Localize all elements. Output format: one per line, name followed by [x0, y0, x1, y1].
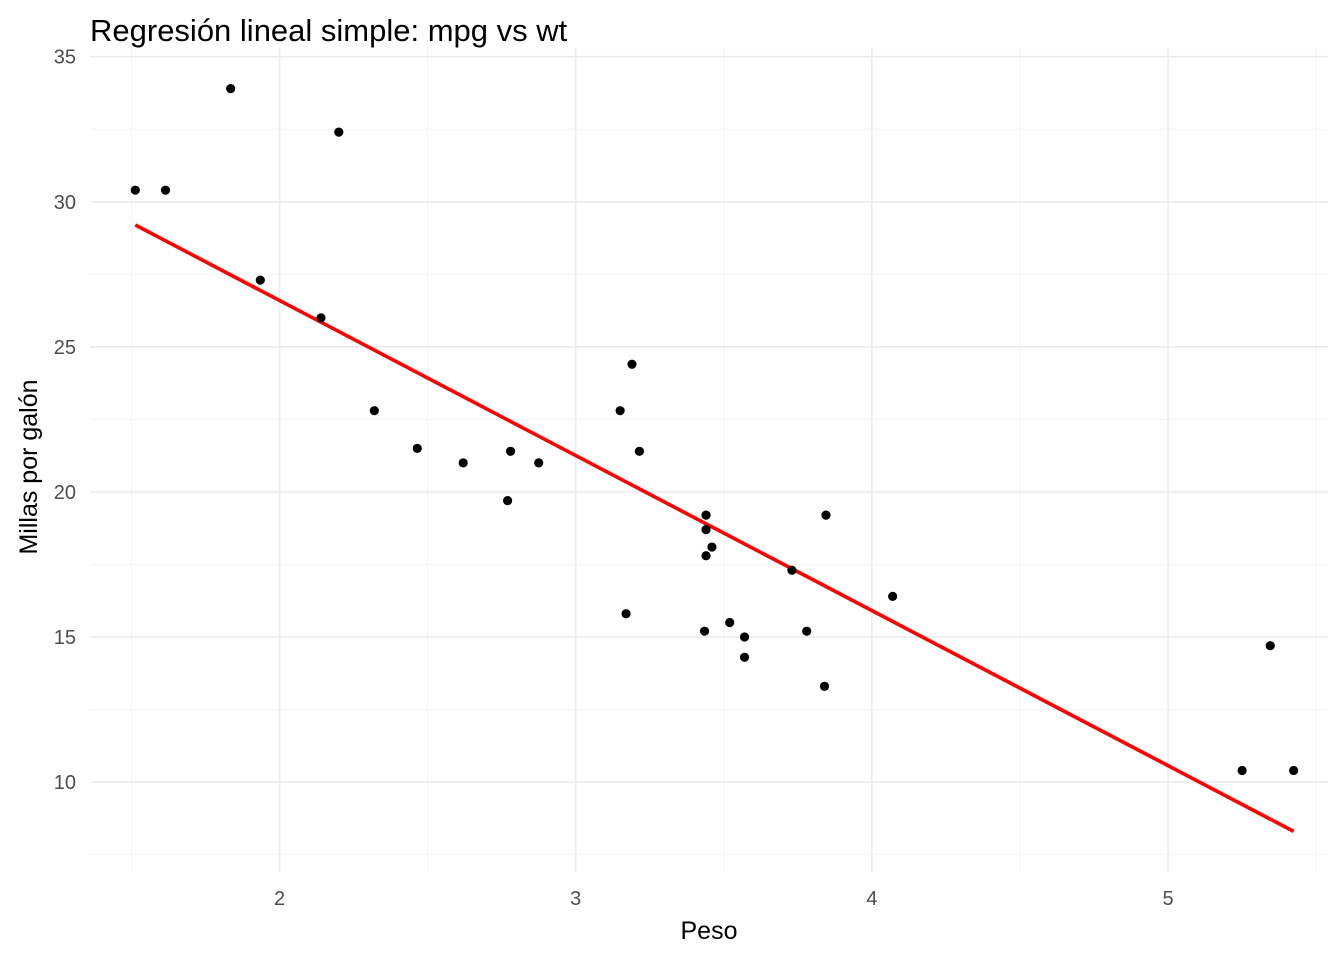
data-point — [701, 551, 711, 561]
x-tick-label: 4 — [866, 888, 877, 910]
x-axis-tick-labels: 2 3 4 5 — [274, 888, 1174, 910]
data-point — [888, 591, 898, 601]
data-point — [787, 565, 797, 575]
x-tick-label: 3 — [570, 888, 581, 910]
data-point — [369, 406, 379, 416]
y-tick-label: 25 — [54, 337, 76, 359]
x-tick-label: 5 — [1163, 888, 1174, 910]
y-axis-tick-labels: 10 15 20 25 30 35 — [54, 47, 76, 794]
data-point — [130, 185, 140, 195]
data-point — [739, 632, 750, 642]
data-point — [255, 275, 265, 285]
data-point — [226, 84, 236, 94]
data-point — [621, 609, 631, 619]
regression-line-group — [134, 223, 1295, 833]
data-point — [699, 626, 710, 636]
data-point — [739, 652, 750, 662]
y-tick-label: 15 — [54, 627, 76, 649]
data-point — [534, 458, 544, 468]
y-tick-label: 35 — [54, 47, 76, 69]
data-point — [458, 458, 468, 468]
data-point — [160, 185, 171, 195]
y-tick-label: 30 — [54, 192, 76, 214]
regression-line — [134, 223, 1295, 833]
data-points — [130, 84, 1299, 776]
x-tick-label: 2 — [274, 888, 285, 910]
data-point — [412, 443, 422, 453]
major-gridlines — [90, 48, 1328, 872]
data-point — [701, 510, 711, 520]
data-point — [725, 617, 735, 628]
data-point — [1237, 765, 1247, 776]
data-point — [1265, 641, 1275, 651]
data-point — [819, 681, 830, 691]
y-axis-title: Millas por galón — [15, 379, 43, 554]
data-point — [316, 313, 326, 323]
y-tick-label: 10 — [54, 772, 76, 794]
data-point — [701, 525, 711, 535]
data-point — [503, 496, 513, 506]
data-point — [802, 626, 812, 636]
x-axis-title: Peso — [681, 917, 738, 945]
data-point — [707, 542, 717, 552]
data-point — [615, 406, 625, 416]
data-point — [634, 446, 644, 456]
data-point — [821, 510, 831, 520]
y-tick-label: 20 — [54, 482, 76, 504]
data-point — [334, 127, 344, 137]
minor-gridlines — [90, 48, 1328, 872]
data-point — [505, 446, 516, 456]
chart-title: Regresión lineal simple: mpg vs wt — [90, 13, 568, 48]
data-point — [1289, 765, 1299, 776]
data-point — [627, 359, 637, 369]
